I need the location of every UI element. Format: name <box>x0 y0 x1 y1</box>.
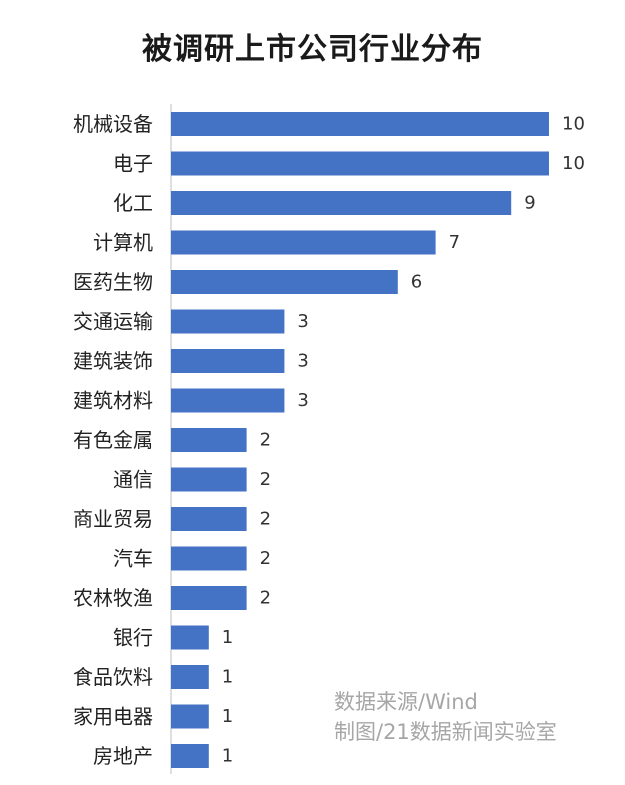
category-label: 食品饮料 <box>73 665 153 689</box>
category-label: 通信 <box>113 468 153 492</box>
category-label: 农林牧渔 <box>73 586 153 610</box>
data-label: 2 <box>260 509 271 530</box>
data-label: 10 <box>562 153 585 174</box>
bar <box>171 665 209 689</box>
data-label: 2 <box>260 588 271 609</box>
category-label: 汽车 <box>113 547 153 571</box>
chart-title: 被调研上市公司行业分布 <box>142 32 483 67</box>
data-label: 10 <box>562 114 585 135</box>
category-label: 银行 <box>113 626 153 650</box>
bar <box>171 309 285 334</box>
bar <box>171 388 285 413</box>
data-label: 2 <box>260 548 271 569</box>
category-label: 医药生物 <box>73 270 153 294</box>
bar <box>171 625 209 650</box>
data-label: 1 <box>222 667 233 688</box>
bar <box>171 230 436 255</box>
category-label: 家用电器 <box>73 705 153 729</box>
source-note: 数据来源/Wind <box>334 690 478 714</box>
bar <box>171 151 549 176</box>
category-label: 建筑装饰 <box>73 349 153 373</box>
credit-note: 制图/21数据新闻实验室 <box>334 720 557 744</box>
category-label: 计算机 <box>93 231 153 255</box>
bar <box>171 704 209 729</box>
category-label: 房地产 <box>93 744 153 768</box>
data-label: 1 <box>222 706 233 727</box>
category-label: 建筑材料 <box>73 389 153 413</box>
bar <box>171 270 398 294</box>
data-label: 3 <box>297 351 308 372</box>
data-label: 2 <box>260 430 271 451</box>
data-label: 7 <box>449 232 460 253</box>
category-label: 机械设备 <box>73 112 153 136</box>
bar <box>171 191 512 215</box>
data-label: 2 <box>260 469 271 490</box>
bar <box>171 546 247 571</box>
data-label: 3 <box>297 390 308 411</box>
category-label: 电子 <box>113 152 153 176</box>
category-label: 有色金属 <box>73 428 153 452</box>
bar <box>171 349 285 373</box>
data-label: 1 <box>222 627 233 648</box>
bar <box>171 507 247 531</box>
data-label: 6 <box>411 272 422 293</box>
bar <box>171 428 247 452</box>
category-label: 商业贸易 <box>73 507 153 531</box>
data-label: 1 <box>222 746 233 767</box>
bar <box>171 586 247 610</box>
bar <box>171 112 549 136</box>
category-label: 交通运输 <box>73 310 153 334</box>
bar <box>171 467 247 492</box>
data-label: 9 <box>524 193 535 214</box>
data-label: 3 <box>297 311 308 332</box>
category-label: 化工 <box>113 191 153 215</box>
bar <box>171 744 209 768</box>
